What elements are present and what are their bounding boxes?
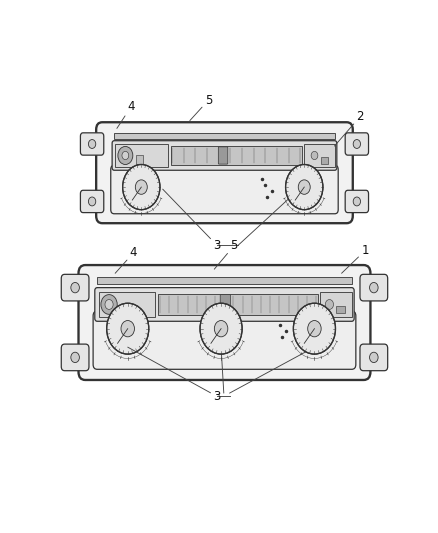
Circle shape <box>293 303 336 354</box>
FancyBboxPatch shape <box>78 265 371 380</box>
Text: 4: 4 <box>117 100 135 128</box>
Circle shape <box>135 180 147 195</box>
Bar <box>158 294 318 314</box>
FancyBboxPatch shape <box>95 288 354 321</box>
FancyBboxPatch shape <box>61 344 89 370</box>
FancyBboxPatch shape <box>220 295 230 314</box>
Circle shape <box>311 151 318 159</box>
Text: 3: 3 <box>128 347 221 403</box>
FancyBboxPatch shape <box>81 190 104 213</box>
Bar <box>321 157 328 164</box>
Circle shape <box>118 147 133 165</box>
FancyBboxPatch shape <box>96 122 353 223</box>
Circle shape <box>307 320 321 337</box>
Circle shape <box>200 303 242 354</box>
Bar <box>170 147 302 165</box>
FancyBboxPatch shape <box>61 274 89 301</box>
FancyBboxPatch shape <box>345 190 368 213</box>
FancyBboxPatch shape <box>360 274 388 301</box>
FancyBboxPatch shape <box>345 133 368 155</box>
Text: 2: 2 <box>335 110 364 146</box>
FancyBboxPatch shape <box>111 165 338 214</box>
FancyBboxPatch shape <box>218 147 228 164</box>
Circle shape <box>370 352 378 362</box>
Bar <box>336 306 345 313</box>
FancyBboxPatch shape <box>360 344 388 370</box>
Text: 1: 1 <box>342 244 369 273</box>
Circle shape <box>105 300 113 309</box>
Circle shape <box>71 352 79 362</box>
Circle shape <box>88 197 96 206</box>
Circle shape <box>122 151 129 159</box>
FancyBboxPatch shape <box>93 311 356 369</box>
FancyBboxPatch shape <box>81 133 104 155</box>
Circle shape <box>123 165 160 209</box>
Circle shape <box>325 300 333 309</box>
Text: 5: 5 <box>190 94 212 120</box>
FancyBboxPatch shape <box>112 141 337 170</box>
Bar <box>115 144 168 167</box>
Bar <box>136 155 143 164</box>
Bar <box>97 277 352 284</box>
Bar <box>114 133 335 139</box>
Bar <box>304 144 335 167</box>
Circle shape <box>298 180 310 195</box>
Circle shape <box>88 140 96 148</box>
Circle shape <box>71 282 79 293</box>
Text: 4: 4 <box>115 246 137 273</box>
Circle shape <box>353 197 360 206</box>
Bar <box>99 292 155 317</box>
Bar <box>320 292 352 317</box>
Circle shape <box>121 320 134 337</box>
Circle shape <box>353 140 360 148</box>
Circle shape <box>286 165 323 209</box>
Bar <box>122 304 130 314</box>
Circle shape <box>214 320 228 337</box>
Circle shape <box>107 303 149 354</box>
Text: 5: 5 <box>214 239 238 269</box>
Text: 3: 3 <box>162 189 221 252</box>
Circle shape <box>101 295 117 314</box>
Circle shape <box>370 282 378 293</box>
